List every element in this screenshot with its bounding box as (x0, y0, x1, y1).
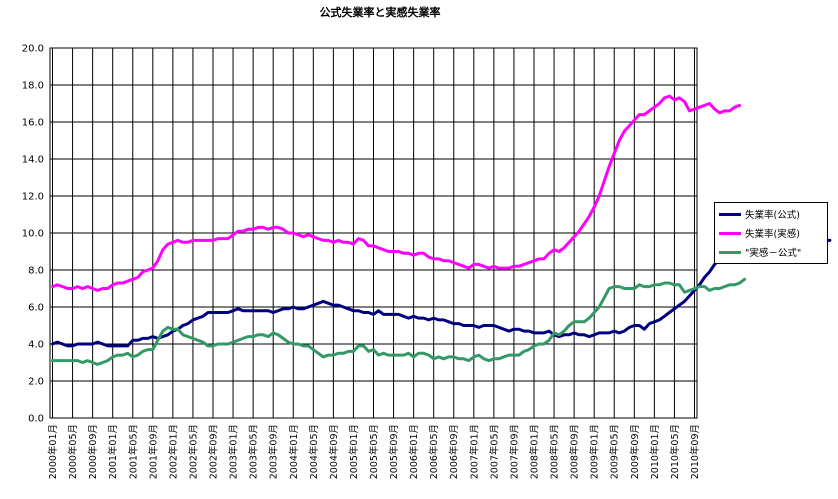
x-tick-label: 2010年01月 (649, 424, 661, 479)
x-tick-label: 2007年01月 (468, 424, 480, 479)
series-line-official (51, 229, 832, 348)
x-tick-label: 2008年01月 (528, 424, 540, 479)
x-tick-label: 2001年05月 (127, 424, 139, 479)
axis-layer: 0.0 2.0 4.0 6.0 8.0 10.0 12.0 14.0 16.0 18.0 20.0 2… (22, 44, 701, 480)
x-tick-label: 2000年09月 (87, 424, 99, 479)
series-layer (51, 94, 832, 366)
y-tick-label: 8.0 (28, 266, 44, 277)
x-tick-label: 2010年09月 (689, 424, 701, 479)
x-tick-label: 2005年01月 (348, 424, 360, 479)
legend-label-perceived: 失業率(実感) (745, 229, 800, 240)
y-tick-label: 14.0 (22, 155, 44, 166)
x-tick-label: 2005年05月 (368, 424, 380, 479)
x-tick-label: 2007年05月 (488, 424, 500, 479)
y-tick-label: 16.0 (22, 118, 44, 129)
x-tick-label: 2005年09月 (388, 424, 400, 479)
x-tick-label: 2008年05月 (549, 424, 561, 479)
legend-swatch-official (719, 212, 741, 216)
y-tick-label: 20.0 (22, 44, 44, 55)
x-tick-label: 2010年05月 (669, 424, 681, 479)
series-line-difference (51, 277, 747, 366)
x-tick-label: 2002年09月 (208, 424, 220, 479)
x-tick-label: 2009年05月 (609, 424, 621, 479)
x-tick-label: 2006年05月 (428, 424, 440, 479)
x-tick-label: 2000年05月 (67, 424, 79, 479)
grid-layer (49, 47, 698, 419)
x-tick-label: 2006年01月 (408, 424, 420, 479)
legend-swatch-difference (719, 250, 741, 254)
y-tick-label: 2.0 (28, 377, 44, 388)
x-tick-label: 2004年09月 (328, 424, 340, 479)
legend-label-difference: "実感－公式" (745, 248, 802, 259)
chart-title: 公式失業率と実感失業率 (319, 6, 441, 19)
x-tick-label: 2004年05月 (308, 424, 320, 479)
y-tick-label: 4.0 (28, 340, 44, 351)
x-tick-label: 2009年01月 (589, 424, 601, 479)
x-tick-label: 2001年01月 (107, 424, 119, 479)
legend-label-official: 失業率(公式) (745, 210, 800, 221)
series-line-perceived (51, 94, 742, 292)
x-tick-label: 2009年09月 (629, 424, 641, 479)
y-tick-label: 0.0 (28, 414, 44, 425)
x-tick-label: 2001年09月 (147, 424, 159, 479)
y-tick-label: 6.0 (28, 303, 44, 314)
legend-entry-official: 失業率(公式) (719, 207, 800, 221)
legend-swatch-perceived (719, 231, 741, 235)
legend-entry-difference: "実感－公式" (719, 245, 801, 259)
x-tick-label: 2003年05月 (248, 424, 260, 479)
x-tick-label: 2006年09月 (448, 424, 460, 479)
x-tick-label: 2003年09月 (268, 424, 280, 479)
y-tick-label: 18.0 (22, 81, 44, 92)
legend-entry-perceived: 失業率(実感) (719, 226, 800, 240)
x-tick-label: 2004年01月 (288, 424, 300, 479)
chart-legend: 失業率(公式) 失業率(実感) "実感－公式" (714, 202, 828, 264)
x-tick-label: 2002年05月 (187, 424, 199, 479)
y-tick-label: 10.0 (22, 229, 44, 240)
x-tick-label: 2007年09月 (508, 424, 520, 479)
x-tick-label: 2008年09月 (569, 424, 581, 479)
x-tick-label: 2002年01月 (167, 424, 179, 479)
x-tick-label: 2003年01月 (228, 424, 240, 479)
x-tick-label: 2000年01月 (47, 424, 59, 479)
y-tick-label: 12.0 (22, 192, 44, 203)
